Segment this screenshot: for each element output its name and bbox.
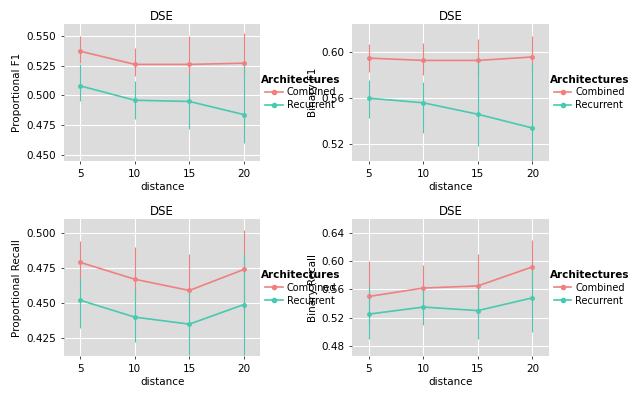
Legend: Combined, Recurrent: Combined, Recurrent xyxy=(261,74,340,110)
Legend: Combined, Recurrent: Combined, Recurrent xyxy=(550,74,629,110)
X-axis label: distance: distance xyxy=(428,377,473,387)
Y-axis label: Proportional Recall: Proportional Recall xyxy=(12,239,22,337)
Y-axis label: Proportional F1: Proportional F1 xyxy=(12,53,22,132)
Y-axis label: Binary F1: Binary F1 xyxy=(308,68,317,117)
X-axis label: distance: distance xyxy=(140,377,184,387)
X-axis label: distance: distance xyxy=(428,182,473,192)
Title: DSE: DSE xyxy=(150,205,174,218)
Title: DSE: DSE xyxy=(150,10,174,23)
Title: DSE: DSE xyxy=(438,10,463,23)
Y-axis label: Binary Recall: Binary Recall xyxy=(308,254,317,322)
Title: DSE: DSE xyxy=(438,205,463,218)
Legend: Combined, Recurrent: Combined, Recurrent xyxy=(550,270,629,306)
X-axis label: distance: distance xyxy=(140,182,184,192)
Legend: Combined, Recurrent: Combined, Recurrent xyxy=(261,270,340,306)
